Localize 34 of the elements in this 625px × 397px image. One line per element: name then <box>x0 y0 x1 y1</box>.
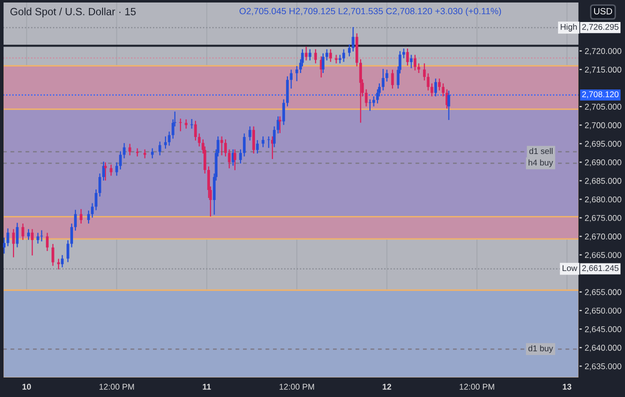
text: USD <box>594 8 612 14</box>
y-tick-label: 2,650.000 <box>584 308 622 315</box>
x-tick-label: 12:00 PM <box>280 384 314 390</box>
ref-line-label: h4 buy <box>528 159 554 168</box>
ref-line-label: d1 buy <box>528 345 554 353</box>
y-tick-label: 2,645.000 <box>584 326 622 334</box>
ref-line-label: d1 sell <box>529 148 553 154</box>
y-tick-label: 2,665.000 <box>584 252 622 259</box>
text: 2,726.295 <box>582 24 618 31</box>
ref-line-label: High <box>560 24 577 32</box>
y-tick-label: 2,690.000 <box>584 159 622 166</box>
x-tick-label: 12 <box>382 384 392 390</box>
y-tick-label: 2,670.000 <box>584 234 622 240</box>
text: 2,661.245 <box>582 265 618 272</box>
annotation: O2,705.045 H2,709.125 L2,701.535 C2,708.120 +3.030 (+0.11%) <box>240 8 501 16</box>
y-tick-label: 2,700.000 <box>584 122 622 130</box>
ref-line-label: Low <box>562 265 578 272</box>
x-tick-label: 13 <box>562 384 572 390</box>
x-tick-label: 12:00 PM <box>100 384 134 390</box>
y-tick-label: 2,680.000 <box>584 196 622 204</box>
y-tick-label: 2,655.000 <box>584 289 622 296</box>
x-tick-label: 10 <box>22 384 31 390</box>
x-tick-label: 11 <box>202 384 211 390</box>
y-tick-label: 2,685.000 <box>584 178 622 185</box>
y-tick-label: 2,705.000 <box>584 104 622 111</box>
text: Gold Spot / U.S. Dollar · 15 <box>10 8 136 18</box>
y-tick-label: 2,675.000 <box>584 215 622 222</box>
y-tick-label: 2,715.000 <box>584 66 622 74</box>
y-tick-label: 2,720.000 <box>584 48 622 56</box>
y-tick-label: 2,635.000 <box>584 363 622 370</box>
text: 2,708.120 <box>582 91 619 98</box>
y-tick-label: 2,695.000 <box>584 140 622 148</box>
y-tick-label: 2,640.000 <box>584 344 622 352</box>
x-tick-label: 12:00 PM <box>460 384 494 390</box>
